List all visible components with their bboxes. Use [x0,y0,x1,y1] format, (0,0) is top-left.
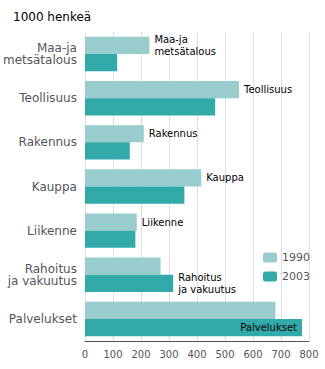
svg-text:0: 0 [82,349,88,360]
svg-text:2003: 2003 [282,270,310,283]
svg-text:Rahoitus: Rahoitus [178,272,222,283]
svg-text:300: 300 [159,349,178,360]
svg-text:600: 600 [243,349,262,360]
svg-text:1990: 1990 [282,251,310,264]
svg-text:Rakennus: Rakennus [19,135,77,149]
svg-text:100: 100 [103,349,122,360]
svg-text:ja vakuutus: ja vakuutus [7,274,77,288]
svg-text:Teollisuus: Teollisuus [243,84,292,95]
svg-text:metsätalous: metsätalous [154,46,216,57]
svg-text:700: 700 [271,349,290,360]
svg-text:500: 500 [215,349,234,360]
svg-text:800: 800 [299,349,318,360]
svg-text:Maa-ja: Maa-ja [36,41,77,56]
svg-text:Maa-ja: Maa-ja [154,34,187,45]
svg-text:metsätalous: metsätalous [3,53,77,67]
svg-text:Liikenne: Liikenne [142,217,184,228]
svg-text:200: 200 [131,349,150,360]
svg-text:1000 henkeä: 1000 henkeä [13,10,91,24]
svg-text:400: 400 [187,349,206,360]
svg-text:ja vakuutus: ja vakuutus [177,284,236,295]
svg-text:Teollisuus: Teollisuus [18,91,77,105]
svg-text:Kauppa: Kauppa [206,172,244,183]
svg-text:Rahoitus: Rahoitus [24,261,77,276]
svg-text:Palvelukset: Palvelukset [240,322,297,333]
svg-text:Rakennus: Rakennus [149,128,198,139]
svg-text:Liikenne: Liikenne [27,224,77,238]
svg-text:Kauppa: Kauppa [32,180,77,194]
svg-text:Palvelukset: Palvelukset [9,312,77,326]
